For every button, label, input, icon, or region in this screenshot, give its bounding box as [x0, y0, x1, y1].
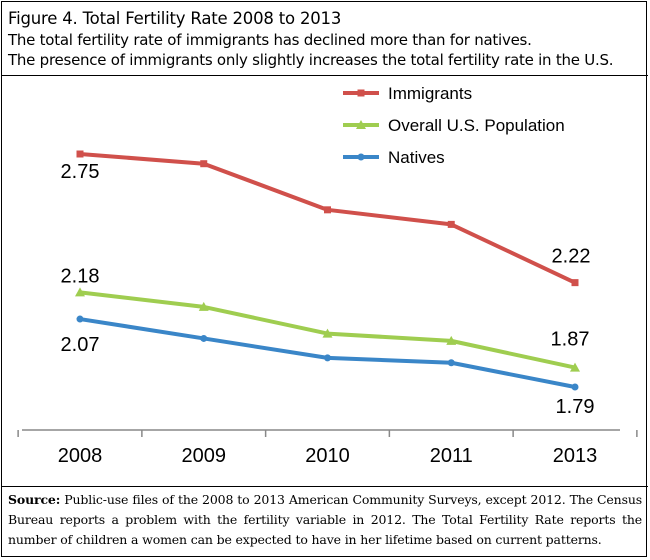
data-label: 2.07 [61, 334, 100, 356]
data-point [75, 287, 85, 297]
data-point [324, 354, 331, 362]
subtitle-line-2: The presence of immigrants only slightly… [8, 51, 614, 69]
legend-marker [357, 153, 365, 161]
data-point [200, 160, 208, 168]
data-point [571, 383, 579, 391]
source-text: Public-use files of the 2008 to 2013 Ame… [8, 492, 642, 547]
data-label: 2.18 [61, 265, 100, 287]
data-point [198, 301, 209, 311]
data-point [76, 150, 84, 158]
x-tick-label: 2008 [58, 445, 103, 467]
x-tick-label: 2011 [430, 445, 473, 467]
top-rule [2, 75, 648, 76]
x-tick-label: 2010 [305, 445, 350, 467]
x-tick-label: 2013 [553, 445, 598, 467]
legend-entry: Immigrants [388, 84, 472, 103]
legend-entry: Overall U.S. Population [388, 116, 565, 135]
data-point [446, 335, 457, 345]
data-point [447, 220, 455, 228]
data-label: 1.87 [551, 329, 590, 351]
source-note: Source: Public-use files of the 2008 to … [8, 490, 642, 550]
data-point [76, 315, 84, 323]
title-block: Figure 4. Total Fertility Rate 2008 to 2… [8, 8, 644, 70]
bottom-rule [2, 486, 648, 487]
x-tick-label: 2009 [182, 445, 227, 467]
data-point [200, 334, 208, 342]
data-point [571, 279, 579, 287]
legend-entry: Natives [388, 148, 445, 167]
data-point [570, 362, 580, 372]
legend-marker [357, 89, 365, 97]
data-label: 2.22 [552, 246, 591, 268]
data-point [447, 359, 455, 367]
data-label: 2.75 [61, 161, 100, 183]
figure-title: Figure 4. Total Fertility Rate 2008 to 2… [8, 9, 342, 28]
data-label: 1.79 [556, 396, 595, 418]
series-line-immigrants [79, 152, 576, 285]
legend-marker [356, 120, 366, 129]
data-point [322, 328, 333, 338]
data-point [324, 206, 331, 214]
source-label: Source: [8, 492, 61, 507]
subtitle-line-1: The total fertility rate of immigrants h… [8, 31, 532, 49]
